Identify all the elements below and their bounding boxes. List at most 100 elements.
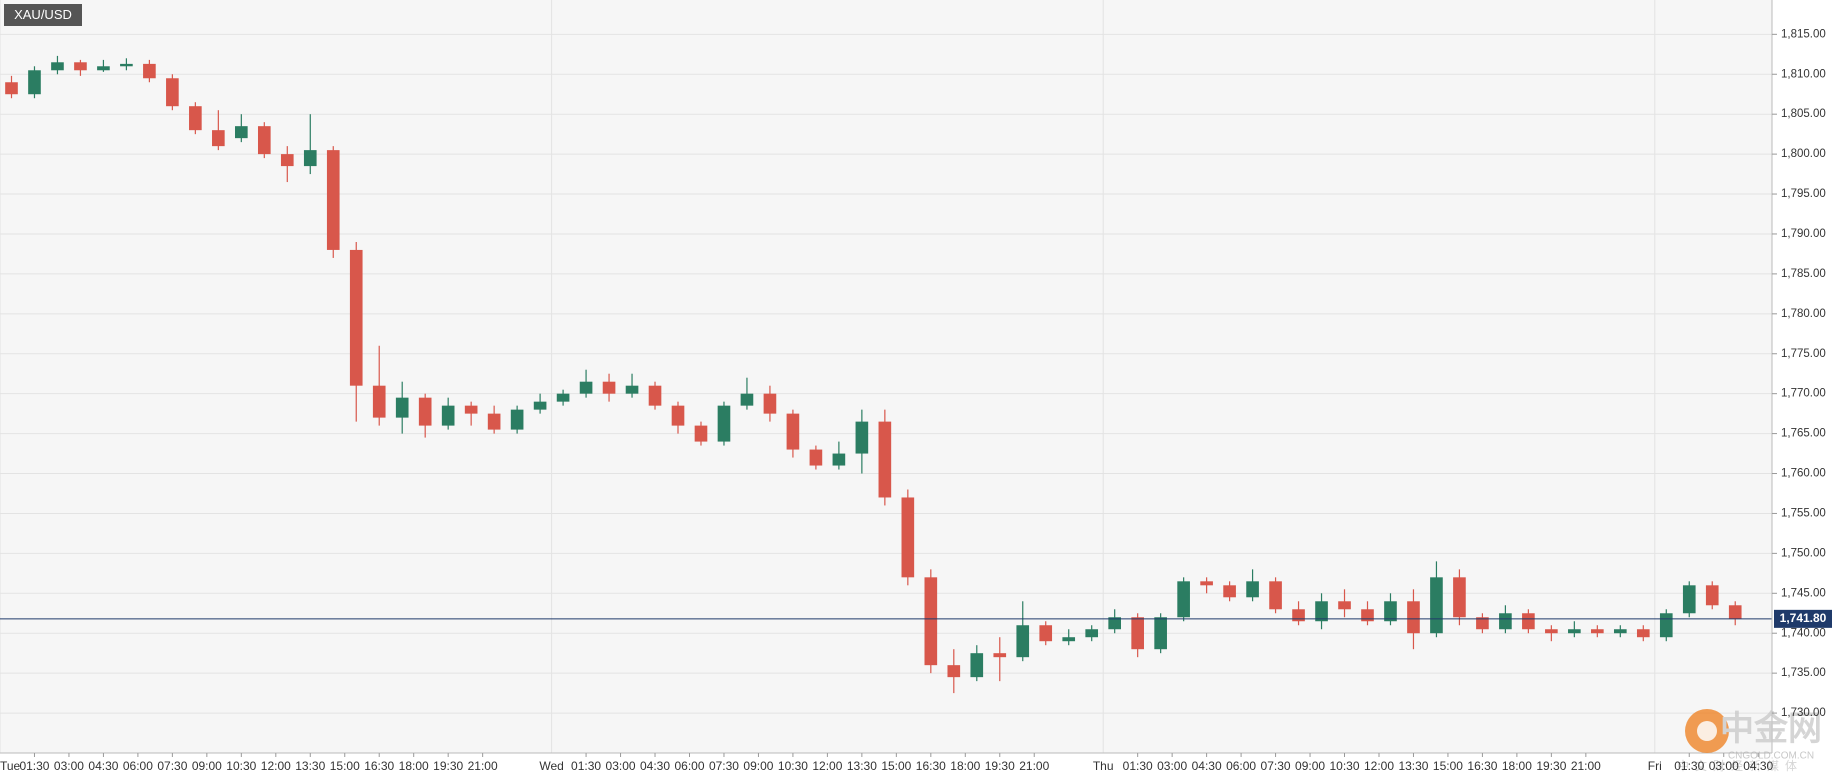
x-tick-label: 19:30 [985,759,1015,773]
x-tick-label: 21:00 [1019,759,1049,773]
candle-body [579,381,593,394]
candle-body [349,249,363,386]
candle-body [5,82,18,95]
candle-body [533,401,547,410]
x-tick-label: 01:30 [1674,759,1704,773]
candle-body [143,63,156,79]
x-tick-label: 21:00 [1571,759,1601,773]
x-tick-label: 10:30 [1329,759,1359,773]
candle-body [1338,601,1351,610]
candle-body [717,405,731,442]
watermark-slogan: 中文财经新媒体 [1677,758,1803,773]
y-tick-label: 1,785.00 [1781,268,1826,280]
y-tick-label: 1,770.00 [1781,388,1826,400]
y-tick-label: 1,810.00 [1781,68,1826,80]
candle-body [1545,629,1558,634]
candle-body [189,106,202,131]
candle-body [970,653,984,678]
candle-body [878,421,892,498]
candle-body [901,497,915,578]
x-tick-label: 07:30 [1261,759,1291,773]
y-tick-label: 1,755.00 [1781,507,1826,519]
last-price-label: 1,741.80 [1780,611,1827,625]
candle-body [671,405,685,426]
y-tick-label: 1,745.00 [1781,587,1826,599]
candle-body [832,453,846,466]
candle-body [1568,629,1581,634]
candle-body [28,70,41,95]
day-tick-label: Thu [1093,759,1114,773]
candle-body [809,449,823,466]
x-tick-label: 13:30 [1398,759,1428,773]
candle-body [763,393,777,414]
candle-body [1085,629,1099,638]
title-box [4,4,82,26]
candle-body [1200,581,1213,586]
x-tick-label: 10:30 [778,759,808,773]
day-tick-label: Fri [1648,759,1662,773]
x-tick-label: 06:00 [674,759,704,773]
candle-body [625,385,639,394]
watermark-domain: CNGOLD.COM.CN [1728,751,1814,762]
x-tick-label: 07:30 [157,759,187,773]
candle-body [212,130,225,147]
candle-body [947,665,961,678]
x-tick-label: 15:00 [881,759,911,773]
candle-body [326,150,340,250]
y-tick-label: 1,780.00 [1781,308,1826,320]
candle-body [235,126,248,139]
candle-body [418,397,432,426]
candle-body [1384,601,1397,622]
x-tick-label: 03:00 [54,759,84,773]
y-tick-label: 1,800.00 [1781,148,1826,160]
x-tick-label: 19:30 [433,759,463,773]
x-tick-label: 03:00 [606,759,636,773]
candle-body [1246,581,1259,598]
candle-body [1016,625,1030,658]
candle-body [740,393,754,406]
candle-body [1682,585,1696,614]
x-tick-label: 18:00 [399,759,429,773]
x-tick-label: 21:00 [468,759,498,773]
candle-body [1728,605,1742,619]
x-tick-label: 16:30 [1467,759,1497,773]
candle-body [1636,629,1650,638]
x-tick-label: 15:00 [1433,759,1463,773]
candle-body [602,381,616,394]
x-tick-label: 09:00 [192,759,222,773]
x-tick-label: 03:00 [1709,759,1739,773]
candle-body [74,62,87,71]
candle-body [1177,581,1190,618]
watermark: 中金网 CNGOLD.COM.CN 中文财经新媒体 [1677,709,1822,773]
plot-background [0,0,1772,753]
y-tick-label: 1,730.00 [1781,707,1826,719]
watermark-brand: 中金网 [1720,709,1822,748]
y-tick-label: 1,815.00 [1781,28,1826,40]
candle-body [166,78,179,107]
candle-body [1613,629,1627,634]
y-tick-label: 1,760.00 [1781,468,1826,480]
candle-body [1499,613,1512,630]
candle-body [51,62,64,71]
x-tick-label: 06:00 [1226,759,1256,773]
y-tick-label: 1,740.00 [1781,627,1826,639]
y-tick-label: 1,795.00 [1781,188,1826,200]
x-tick-label: 03:00 [1157,759,1187,773]
candle-body [372,385,386,418]
x-tick-label: 16:30 [364,759,394,773]
x-tick-label: 13:30 [847,759,877,773]
x-tick-label: 12:00 [812,759,842,773]
candle-body [648,385,662,406]
x-tick-label: 19:30 [1536,759,1566,773]
candle-body [1659,613,1673,638]
candle-body [1269,581,1282,610]
x-tick-label: 04:30 [88,759,118,773]
candle-body [303,150,317,167]
x-tick-label: 09:00 [743,759,773,773]
x-tick-label: 06:00 [123,759,153,773]
candle-body [441,405,455,426]
x-tick-label: 09:00 [1295,759,1325,773]
candle-body [1154,617,1167,650]
x-tick-label: 01:30 [571,759,601,773]
